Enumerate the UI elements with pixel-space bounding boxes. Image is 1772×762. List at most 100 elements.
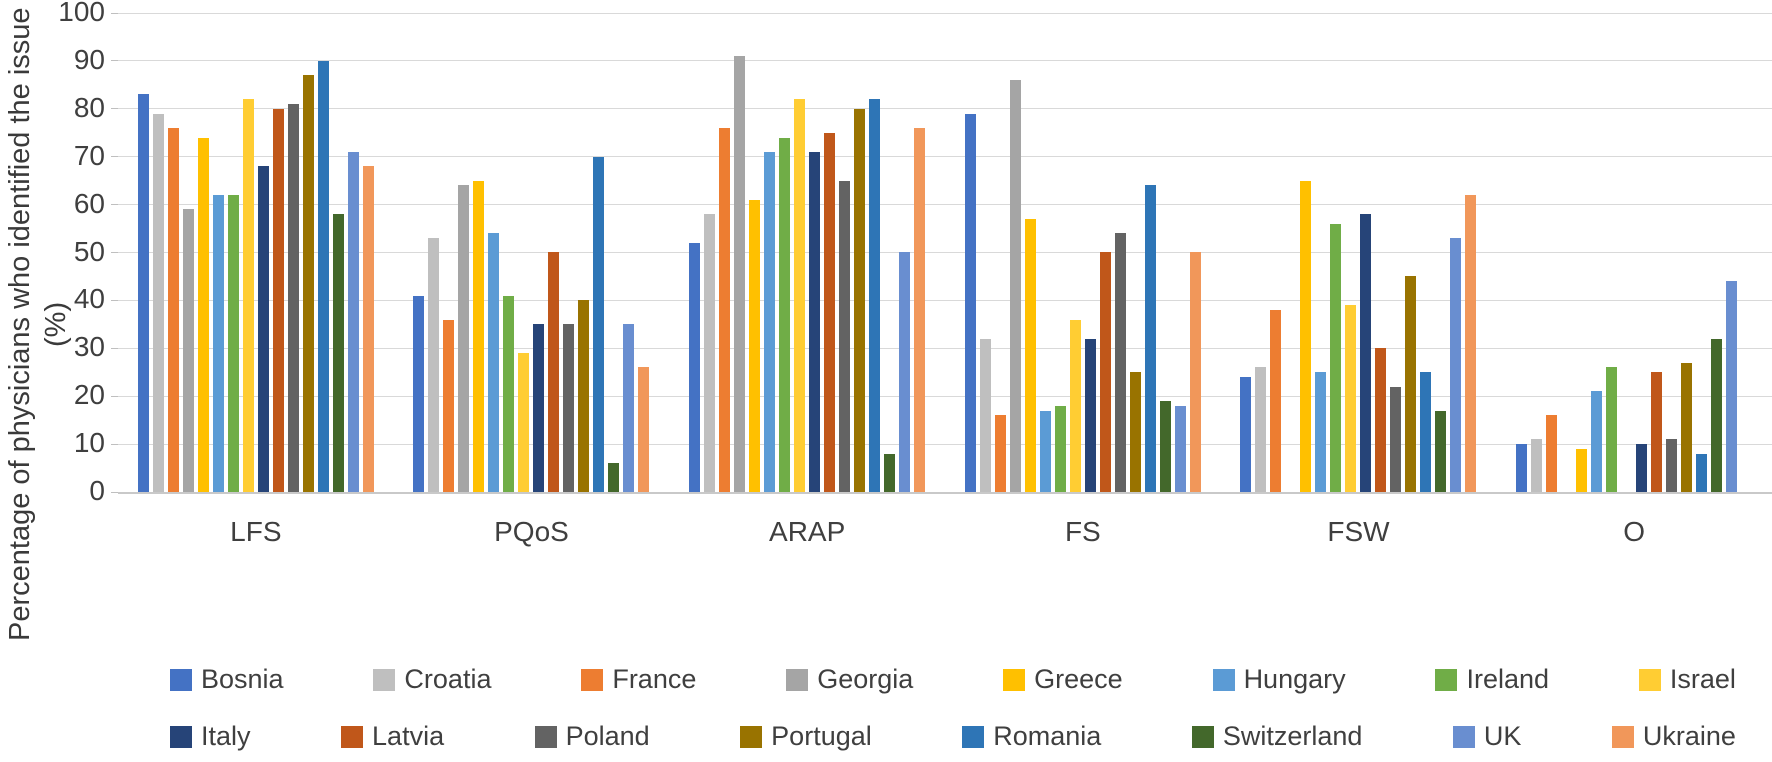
bar-france-fs: [994, 415, 1006, 492]
bar-hungary-pqos: [488, 233, 500, 492]
y-axis-tick: [111, 491, 118, 493]
bar-portugal-fs: [1129, 372, 1141, 492]
gridline: [118, 108, 1772, 110]
category-label-fs: FS: [1064, 516, 1101, 547]
legend-label: France: [612, 664, 697, 694]
bar-bosnia-fsw: [1240, 377, 1252, 492]
bar-uk-lfs: [347, 152, 359, 492]
bar-israel-fsw: [1345, 305, 1357, 492]
legend-item-georgia: Georgia: [786, 664, 913, 695]
bar-romania-lfs: [317, 61, 329, 492]
legend-label: Romania: [993, 721, 1102, 751]
legend-item-greece: Greece: [1003, 664, 1123, 695]
legend-label: Croatia: [404, 664, 492, 694]
legend-label: UK: [1483, 721, 1522, 751]
bar-latvia-lfs: [272, 109, 284, 492]
legend-label: Ukraine: [1642, 721, 1736, 751]
legend-label: Latvia: [372, 721, 445, 751]
bar-france-arap: [719, 128, 731, 492]
bar-group-o: [1496, 13, 1772, 492]
legend-swatch-poland: [534, 725, 557, 748]
bar-italy-arap: [809, 152, 821, 492]
bar-israel-pqos: [518, 353, 530, 492]
bar-georgia-fs: [1009, 80, 1021, 492]
y-tick-label: 80: [73, 91, 105, 123]
bar-ukraine-lfs: [362, 166, 374, 492]
legend-item-bosnia: Bosnia: [170, 664, 284, 695]
legend-swatch-hungary: [1212, 668, 1235, 691]
y-axis-tick: [111, 108, 118, 110]
bar-bosnia-arap: [689, 243, 701, 492]
bar-latvia-o: [1651, 372, 1663, 492]
gridline: [118, 60, 1772, 62]
bar-georgia-lfs: [182, 209, 194, 492]
bar-poland-fsw: [1390, 387, 1402, 492]
bar-switzerland-arap: [884, 454, 896, 492]
bar-uk-fs: [1174, 406, 1186, 492]
gridline: [118, 252, 1772, 253]
bar-italy-pqos: [533, 324, 545, 492]
bar-bosnia-o: [1516, 444, 1528, 492]
bar-group-pqos: [394, 13, 670, 492]
y-tick-label: 90: [73, 43, 105, 75]
legend-swatch-georgia: [786, 668, 809, 691]
category-label-pqos: PQoS: [494, 516, 569, 547]
bar-israel-fs: [1069, 320, 1081, 492]
bar-greece-lfs: [197, 138, 209, 492]
legend-label: Poland: [565, 721, 650, 751]
legend-swatch-ireland: [1435, 668, 1458, 691]
bar-poland-fs: [1114, 233, 1126, 492]
bar-france-o: [1546, 415, 1558, 492]
bar-switzerland-pqos: [608, 463, 620, 492]
bar-france-lfs: [167, 128, 179, 492]
bar-ireland-lfs: [227, 195, 239, 492]
category-label-arap: ARAP: [769, 516, 846, 547]
bar-uk-o: [1726, 281, 1738, 492]
legend-label: Israel: [1669, 664, 1736, 694]
bar-portugal-fsw: [1405, 276, 1417, 492]
y-tick-label: 10: [73, 427, 105, 459]
y-axis-tick: [111, 299, 118, 301]
y-tick-label: 50: [73, 235, 105, 267]
bar-romania-pqos: [593, 157, 605, 492]
legend-swatch-uk: [1452, 725, 1475, 748]
bar-croatia-fs: [979, 339, 991, 492]
gridline: [118, 347, 1772, 349]
bar-hungary-o: [1591, 391, 1603, 492]
y-tick-label: 100: [58, 0, 105, 27]
y-axis-tick: [111, 156, 118, 158]
x-axis-line: [118, 492, 1772, 494]
bar-poland-o: [1666, 439, 1678, 492]
legend-item-latvia: Latvia: [341, 721, 444, 752]
bar-ukraine-fsw: [1465, 195, 1477, 492]
bar-bosnia-fs: [964, 114, 976, 492]
bar-ireland-pqos: [503, 296, 515, 492]
bar-italy-fs: [1084, 339, 1096, 492]
bar-poland-lfs: [287, 104, 299, 492]
bar-latvia-pqos: [548, 252, 560, 492]
y-tick-label: 0: [89, 475, 105, 506]
bar-bosnia-lfs: [137, 94, 149, 492]
y-axis-tick: [111, 395, 118, 397]
gridline: [118, 204, 1772, 206]
bar-romania-o: [1696, 454, 1708, 492]
bar-hungary-fsw: [1315, 372, 1327, 492]
legend-label: Portugal: [771, 721, 872, 751]
category-label-lfs: LFS: [230, 516, 282, 547]
legend-item-poland: Poland: [534, 721, 650, 752]
bar-croatia-arap: [704, 214, 716, 492]
legend-label: Switzerland: [1222, 721, 1363, 751]
bar-ireland-o: [1606, 367, 1618, 492]
legend-item-uk: UK: [1452, 721, 1522, 752]
bar-portugal-lfs: [302, 75, 314, 492]
bar-france-fsw: [1270, 310, 1282, 492]
legend-swatch-bosnia: [170, 668, 192, 691]
legend-label: Georgia: [817, 664, 914, 694]
y-tick-label: 30: [73, 331, 105, 363]
legend-label: Ireland: [1466, 664, 1550, 694]
bar-poland-pqos: [563, 324, 575, 492]
bar-latvia-arap: [824, 133, 836, 492]
bar-greece-o: [1576, 449, 1588, 492]
legend-swatch-portugal: [740, 725, 763, 748]
